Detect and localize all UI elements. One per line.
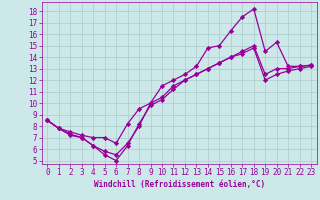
X-axis label: Windchill (Refroidissement éolien,°C): Windchill (Refroidissement éolien,°C)	[94, 180, 265, 189]
